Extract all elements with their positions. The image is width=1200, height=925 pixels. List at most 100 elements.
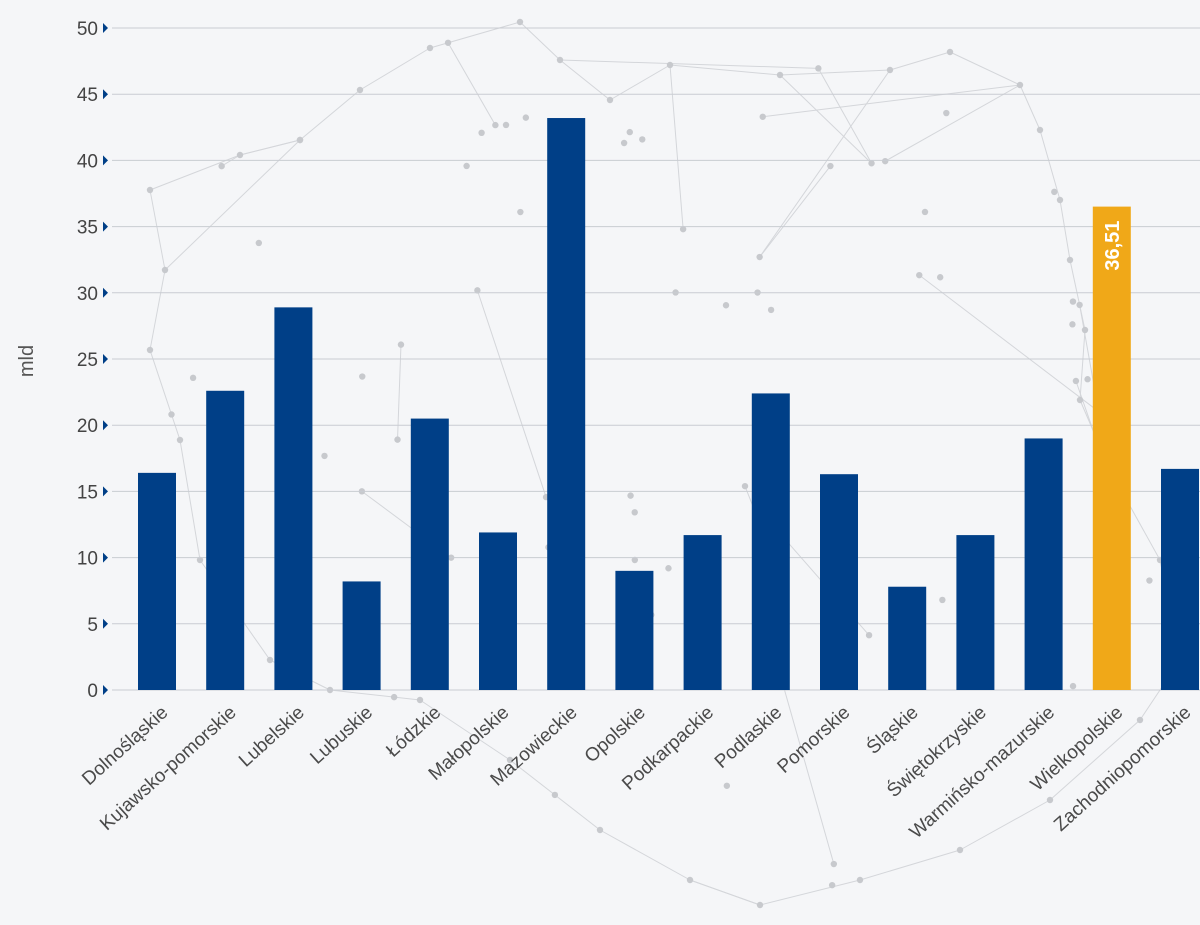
network-line	[397, 344, 402, 440]
network-dot	[936, 274, 944, 281]
network-line	[759, 165, 831, 258]
network-dot	[1036, 126, 1044, 134]
network-dot	[397, 341, 405, 348]
network-line	[949, 51, 1021, 86]
network-dot	[686, 876, 694, 884]
network-dot	[236, 151, 244, 159]
network-dot	[516, 18, 524, 26]
network-dot	[1069, 321, 1076, 328]
network-line	[476, 290, 547, 498]
background-network-decoration	[146, 18, 1184, 909]
network-dot	[1076, 301, 1083, 309]
network-dot	[939, 596, 946, 604]
bar-15	[1161, 468, 1199, 690]
network-dot	[946, 48, 954, 56]
network-dot	[865, 631, 873, 639]
y-tick-label: 20	[77, 416, 98, 437]
network-dot	[756, 901, 764, 909]
y-tick-marker	[103, 685, 108, 695]
network-dot	[1076, 396, 1084, 404]
network-dot	[679, 225, 687, 233]
network-dot	[551, 791, 559, 799]
network-line	[149, 269, 166, 351]
network-dot	[474, 287, 481, 294]
y-tick-label: 30	[77, 284, 98, 305]
network-dot	[1136, 716, 1144, 724]
y-axis-title: mld	[16, 345, 38, 377]
network-dot	[626, 128, 633, 136]
network-dot	[176, 436, 184, 444]
network-line	[299, 89, 361, 141]
network-line	[1079, 329, 1086, 401]
bar-6	[547, 118, 586, 691]
network-dot	[502, 121, 510, 129]
network-dot	[631, 509, 638, 516]
network-dot	[196, 556, 204, 564]
network-dot	[218, 162, 225, 170]
y-tick-label: 0	[87, 681, 98, 702]
network-dot	[426, 44, 434, 52]
network-dot	[146, 346, 154, 354]
network-dot	[639, 136, 646, 143]
network-dot	[1051, 188, 1058, 196]
network-line	[419, 699, 511, 761]
network-dot	[390, 693, 398, 701]
network-dot	[478, 129, 485, 136]
network-line	[779, 69, 891, 76]
network-line	[239, 139, 301, 156]
network-dot	[416, 696, 424, 704]
network-dot	[741, 482, 749, 490]
x-tick-label: Kujawsko-pomorskie	[96, 702, 240, 835]
bar-2	[274, 307, 313, 690]
network-line	[1059, 199, 1071, 261]
network-line	[759, 69, 891, 258]
bars: 36,51	[138, 118, 1199, 691]
network-line	[149, 189, 166, 271]
network-dot	[943, 109, 950, 117]
network-line	[859, 849, 961, 881]
network-dot	[394, 436, 401, 443]
bar-8	[683, 535, 722, 690]
network-line	[689, 879, 761, 906]
x-tick-label: Pomorskie	[774, 702, 855, 778]
y-tick-label: 35	[77, 218, 98, 239]
network-dot	[815, 65, 822, 72]
network-dot	[881, 157, 889, 165]
network-dot	[606, 96, 614, 104]
network-line	[1069, 259, 1086, 331]
network-dot	[1016, 81, 1024, 89]
network-dot	[321, 452, 328, 460]
network-dot	[767, 306, 775, 314]
network-dot	[856, 876, 864, 884]
network-dot	[1072, 377, 1080, 385]
y-tick-marker	[103, 23, 108, 33]
y-tick-label: 50	[77, 19, 98, 40]
network-dot	[1046, 796, 1054, 804]
y-tick-label: 5	[87, 615, 98, 636]
network-line	[559, 59, 819, 69]
network-line	[609, 64, 671, 101]
network-dot	[759, 113, 766, 120]
network-dot	[756, 253, 763, 261]
y-tick-label: 15	[77, 482, 98, 503]
bar-4	[410, 418, 449, 690]
network-dot	[956, 846, 964, 854]
y-tick-label: 25	[77, 350, 98, 371]
network-dot	[161, 266, 169, 274]
network-dot	[828, 881, 836, 889]
network-line	[329, 689, 421, 701]
bar-11	[888, 586, 927, 690]
network-dot	[556, 56, 564, 64]
network-dot	[444, 39, 452, 46]
x-tick-label: Zachodniopomorskie	[1050, 702, 1195, 836]
bar-13	[1024, 438, 1063, 690]
y-tick-label: 10	[77, 549, 98, 570]
network-dot	[1084, 376, 1091, 383]
y-tick-label: 40	[77, 151, 98, 172]
bar-10	[820, 474, 858, 690]
network-dot	[146, 186, 154, 194]
y-tick-marker	[103, 486, 108, 497]
network-dot	[830, 860, 838, 868]
